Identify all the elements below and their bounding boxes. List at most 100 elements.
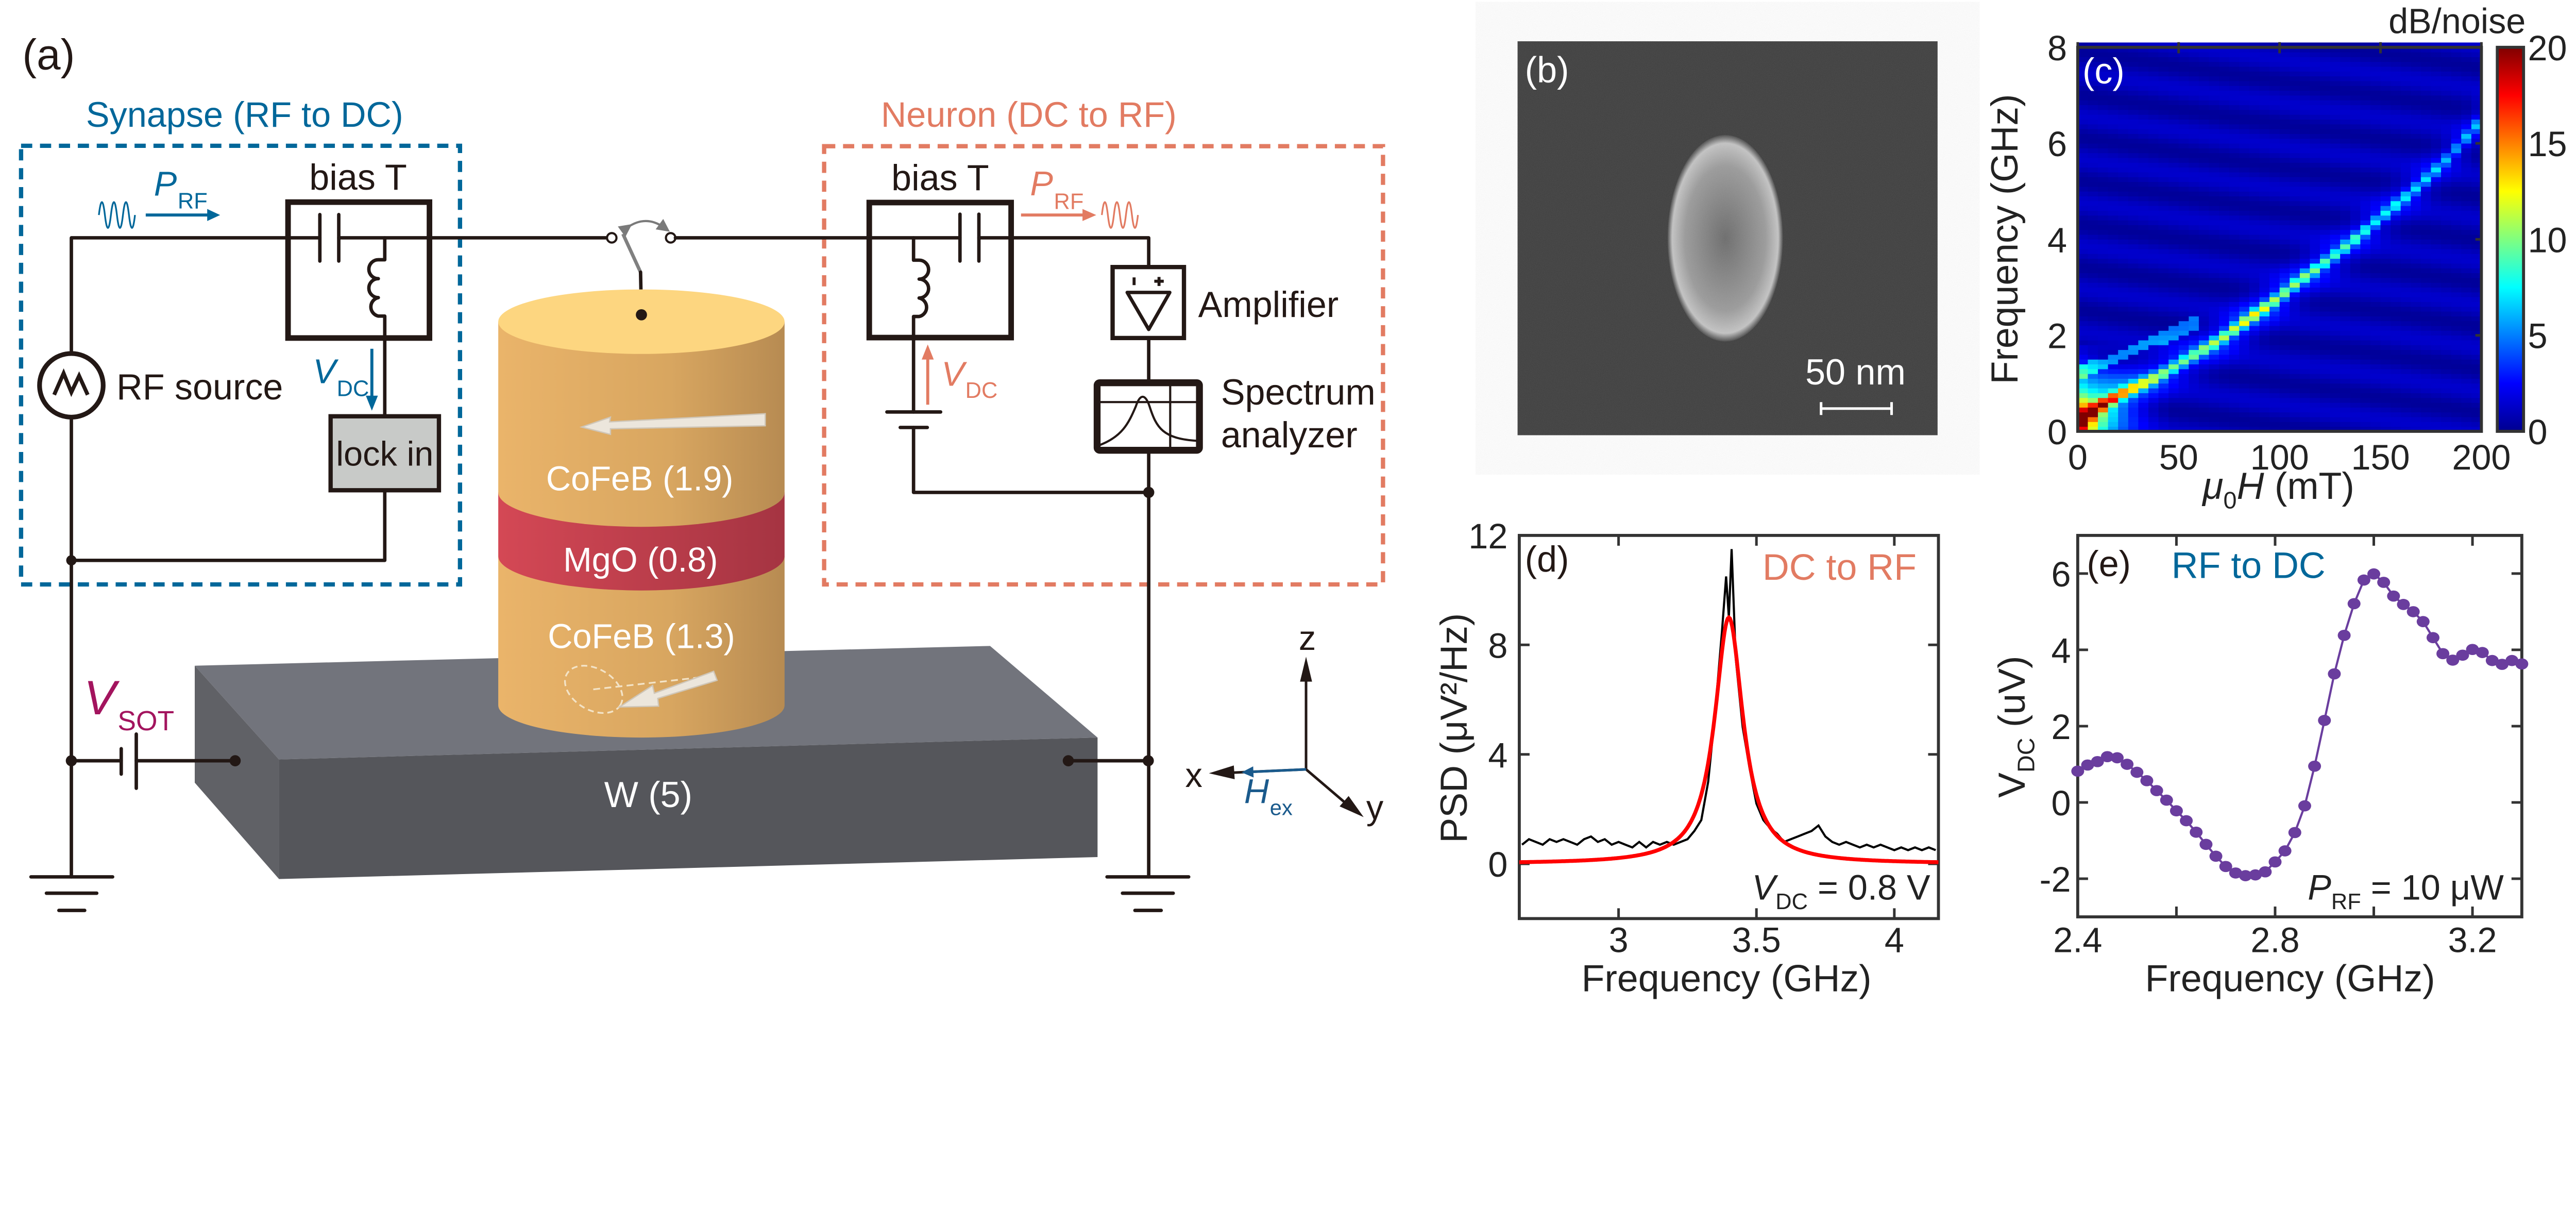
heatmap-cell [2118,66,2129,72]
heatmap-cell [2330,119,2341,125]
heatmap-cell [2178,76,2189,81]
heatmap-cell [2340,403,2351,408]
heatmap-cell [2360,158,2371,163]
heatmap-cell [2269,138,2280,144]
heatmap-cell [2249,172,2260,177]
heatmap-cell [2269,124,2280,129]
heatmap-cell [2158,388,2169,393]
heatmap-cell [2391,100,2401,106]
heatmap-cell [2380,95,2391,100]
heatmap-cell [2340,292,2351,297]
heatmap-cell [2259,90,2270,96]
heatmap-cell [2400,210,2411,216]
heatmap-cell [2471,172,2482,177]
heatmap-cell [2411,133,2421,139]
heatmap-cell [2461,282,2472,288]
heatmap-cell [2229,383,2240,389]
heatmap-cell [2239,244,2250,249]
data-point [2239,870,2252,881]
heatmap-cell [2310,158,2320,163]
heatmap-cell [2189,258,2199,264]
heatmap-cell [2290,105,2300,110]
heatmap-cell [2249,263,2260,269]
heatmap-cell [2088,162,2098,168]
heatmap-cell [2299,229,2310,235]
heatmap-cell [2420,359,2431,365]
heatmap-cell [2259,359,2270,365]
heatmap-cell [2451,172,2462,177]
heatmap-cell [2148,90,2159,96]
heatmap-cell [2108,397,2119,403]
heatmap-cell [2451,234,2462,240]
heatmap-cell [2088,273,2098,278]
heatmap-cell [2158,196,2169,202]
heatmap-cell [2259,311,2270,316]
heatmap-cell [2098,76,2109,81]
heatmap-cell [2077,119,2088,125]
heatmap-cell [2391,248,2401,254]
heatmap-cell [2148,42,2159,48]
heatmap-cell [2411,412,2421,417]
heatmap-cell [2441,206,2452,211]
heatmap-cell [2168,124,2179,129]
heatmap-cell [2380,368,2391,374]
heatmap-cell [2319,177,2331,182]
heatmap-cell [2108,52,2119,57]
heatmap-cell [2411,167,2421,173]
heatmap-cell [2229,86,2240,91]
heatmap-cell [2431,143,2442,148]
heatmap-cell [2310,90,2320,96]
heatmap-cell [2310,181,2320,187]
heatmap-cell [2400,383,2411,389]
heatmap-cell [2118,90,2129,96]
heatmap-cell [2249,364,2260,370]
heatmap-cell [2400,282,2411,288]
heatmap-cell [2118,239,2129,245]
heatmap-cell [2077,186,2088,192]
heatmap-cell [2411,148,2421,154]
heatmap-cell [2148,229,2159,235]
heatmap-cell [2168,268,2179,274]
heatmap-cell [2279,268,2290,274]
heatmap-cell [2310,326,2320,331]
heatmap-cell [2118,206,2129,211]
heatmap-cell [2168,215,2179,221]
heatmap-cell [2229,277,2240,283]
heatmap-cell [2077,301,2088,307]
layer-label-cofeb-top: CoFeB (1.9) [546,460,734,498]
heatmap-cell [2209,100,2219,106]
panel-c-label: (c) [2082,51,2125,91]
heatmap-cell [2279,172,2290,177]
heatmap-cell [2391,114,2401,120]
heatmap-cell [2138,397,2149,403]
heatmap-cell [2340,109,2351,115]
heatmap-cell [2158,47,2169,53]
heatmap-cell [2451,124,2462,129]
heatmap-cell [2431,258,2442,264]
heatmap-cell [2431,311,2442,316]
heatmap-cell [2350,234,2361,240]
heatmap-cell [2279,407,2290,413]
heatmap-cell [2411,292,2421,297]
heatmap-cell [2391,292,2401,297]
heatmap-cell [2350,181,2361,187]
heatmap-cell [2471,181,2482,187]
heatmap-cell [2229,153,2240,158]
heatmap-cell [2431,80,2442,86]
heatmap-cell [2279,206,2290,211]
heatmap-cell [2239,61,2250,67]
heatmap-cell [2340,186,2351,192]
heatmap-cell [2441,273,2452,278]
heatmap-cell [2178,306,2189,312]
heatmap-cell [2431,181,2442,187]
heatmap-cell [2118,105,2129,110]
heatmap-cell [2380,383,2391,389]
heatmap-cell [2098,407,2109,413]
heatmap-cell [2158,172,2169,177]
heatmap-cell [2279,71,2290,77]
heatmap-cell [2249,52,2260,57]
heatmap-cell [2219,311,2230,316]
heatmap-cell [2198,273,2210,278]
heatmap-cell [2290,133,2300,139]
